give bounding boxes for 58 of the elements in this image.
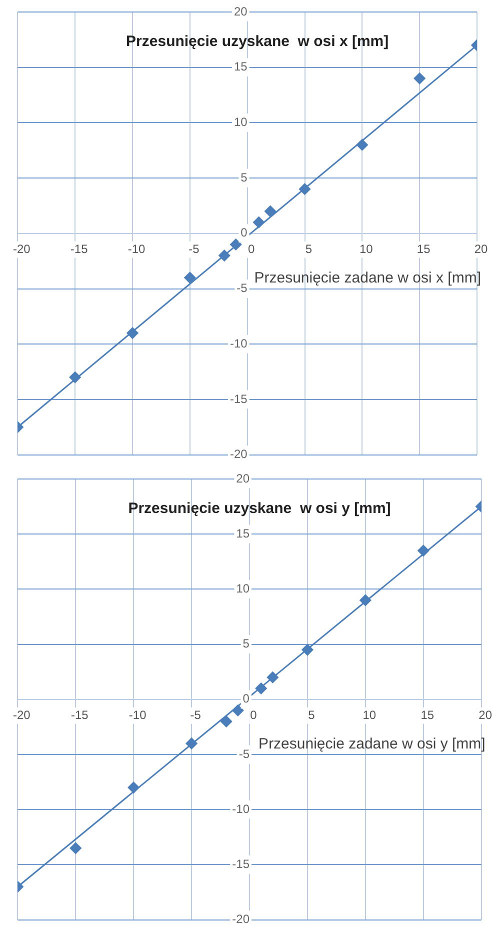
point [128, 782, 140, 794]
x-tick-label: 5 [308, 708, 316, 722]
y-tick-label: -20 [230, 447, 248, 462]
y-tick-label: 20 [236, 471, 250, 486]
point [360, 594, 372, 606]
y-tick-label: -15 [230, 392, 248, 406]
point [255, 682, 267, 694]
y-tick-label: 15 [234, 60, 248, 74]
x-tick-label: 10 [362, 708, 376, 722]
point [184, 272, 196, 284]
point [266, 672, 278, 684]
y-tick-label: -20 [232, 912, 250, 926]
point [253, 216, 265, 228]
x-tick-label: -10 [128, 242, 146, 256]
point [414, 72, 426, 84]
x-tick-label: 20 [478, 708, 492, 722]
y-tick-label: 5 [240, 170, 248, 184]
y-axis-title: Przesunięcie uzyskane w osi x [mm] [126, 33, 389, 50]
x-tick-label: -15 [70, 242, 88, 256]
y-tick-label: -15 [232, 857, 250, 872]
x-tick-label: -5 [188, 242, 200, 256]
y-tick-label: 15 [236, 526, 250, 540]
y-axis-title: Przesunięcie uzyskane w osi y [mm] [128, 500, 391, 518]
point [232, 704, 244, 716]
point [302, 644, 314, 656]
point [230, 238, 242, 250]
x-tick-label: -5 [190, 708, 202, 722]
x-tick-label: -15 [70, 708, 89, 722]
y-tick-label: -5 [238, 746, 250, 761]
point [299, 183, 310, 195]
point [264, 206, 276, 218]
x-tick-label: -20 [13, 708, 31, 722]
point [70, 842, 82, 854]
point [69, 372, 81, 384]
y-tick-label: 0 [242, 692, 250, 706]
y-tick-label: -10 [232, 802, 250, 816]
y-tick-label: 20 [234, 4, 248, 18]
x-tick-label: -20 [13, 242, 31, 256]
x-tick-label: -10 [128, 708, 147, 722]
x-axis-title: Przesunięcie zadane w osi x [mm] [254, 270, 481, 287]
point [126, 327, 138, 339]
point [220, 716, 232, 728]
y-tick-label: 10 [236, 582, 250, 596]
y-tick-label: -5 [236, 281, 248, 296]
x-axis-title: Przesunięcie zadane w osi y [mm] [258, 736, 486, 753]
x-tick-label: 15 [416, 242, 431, 256]
x-tick-label: 20 [474, 242, 488, 256]
y-tick-label: 10 [234, 115, 248, 130]
y-tick-label: 5 [242, 636, 250, 651]
x-tick-label: 5 [305, 242, 312, 256]
point [356, 139, 368, 151]
point [418, 544, 430, 556]
y-tick-label: -10 [230, 336, 248, 350]
y-tick-label: 0 [240, 226, 248, 240]
point [218, 250, 230, 262]
x-tick-label: 15 [420, 708, 434, 722]
point [186, 738, 198, 750]
x-tick-label: 10 [359, 242, 374, 256]
